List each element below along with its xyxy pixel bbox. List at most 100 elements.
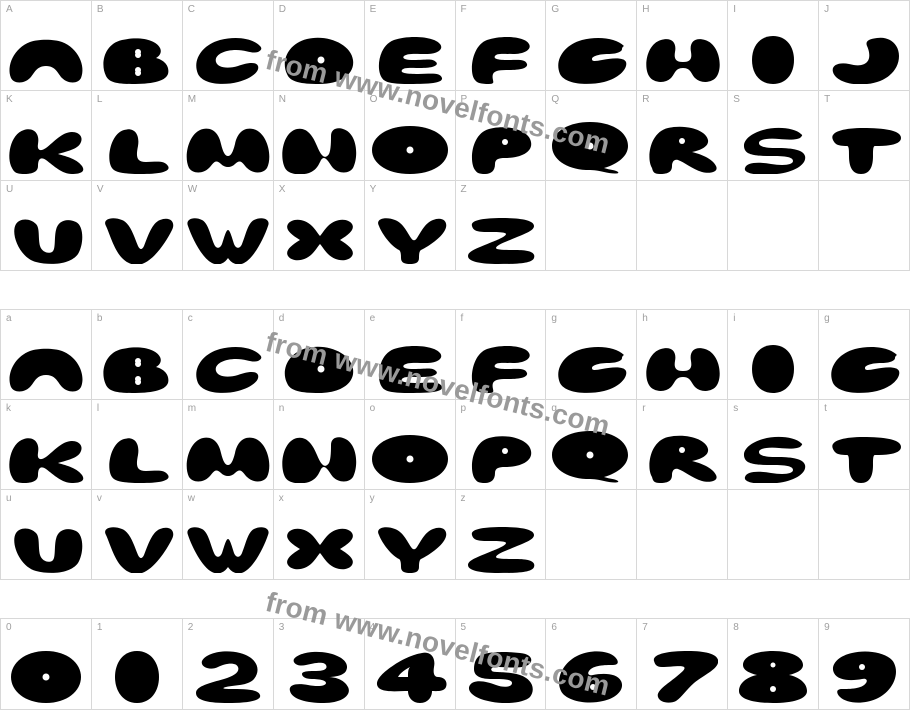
glyph-wrap [546, 431, 636, 483]
cell-label: y [370, 493, 375, 504]
glyph-N [279, 126, 359, 174]
glyph-wrap [92, 345, 182, 393]
cell-label: u [6, 493, 12, 504]
glyph-cell: Q [546, 91, 637, 181]
glyph-O [372, 435, 448, 483]
glyph-cell: 3 [274, 619, 365, 709]
glyph-cell: n [274, 400, 365, 490]
glyph-wrap [274, 216, 364, 264]
cell-label: 5 [461, 622, 467, 633]
glyph-T [825, 126, 903, 174]
glyph-cell: g [819, 310, 910, 400]
glyph-wrap [728, 435, 818, 483]
cell-label: T [824, 94, 830, 105]
cell-label: q [551, 403, 557, 414]
glyph-wrap [456, 216, 546, 264]
glyph-grid-section: ABCDEFGHIJKLMNOPQRSTUVWXYZ [0, 0, 910, 271]
cell-label: E [370, 4, 377, 15]
glyph-D [281, 345, 357, 393]
glyph-cell: q [546, 400, 637, 490]
glyph-cell: u [1, 490, 92, 580]
glyph-wrap [1, 345, 91, 393]
glyph-V [100, 216, 174, 264]
cell-label: I [733, 4, 736, 15]
cell-label: H [642, 4, 649, 15]
glyph-cell: R [637, 91, 728, 181]
glyph-wrap [1, 216, 91, 264]
cell-label: a [6, 313, 12, 324]
glyph-wrap [456, 36, 546, 84]
glyph-cell: H [637, 1, 728, 91]
glyph-cell: z [456, 490, 547, 580]
glyph-4 [372, 651, 448, 703]
glyph-wrap [92, 651, 182, 703]
glyph-grid-section: abcdefghigklmnopqrstuvwxyz [0, 309, 910, 580]
glyph-wrap [456, 435, 546, 483]
glyph-wrap [1, 651, 91, 703]
glyph-wrap [546, 122, 636, 174]
glyph-cell: c [183, 310, 274, 400]
glyph-7 [646, 651, 718, 703]
cell-label: C [188, 4, 195, 15]
glyph-C [192, 36, 264, 84]
glyph-G [825, 345, 903, 393]
glyph-C [192, 345, 264, 393]
cell-label: z [461, 493, 466, 504]
glyph-wrap [183, 126, 273, 174]
cell-label: c [188, 313, 193, 324]
glyph-cell: m [183, 400, 274, 490]
glyph-1 [115, 651, 159, 703]
glyph-L [104, 435, 170, 483]
glyph-wrap [819, 345, 909, 393]
glyph-O [372, 126, 448, 174]
glyph-P [465, 126, 535, 174]
glyph-cell: O [365, 91, 456, 181]
glyph-wrap [728, 651, 818, 703]
glyph-cell: 4 [365, 619, 456, 709]
glyph-wrap [92, 126, 182, 174]
glyph-cell [819, 181, 910, 271]
cell-label: S [733, 94, 740, 105]
glyph-I [752, 36, 794, 84]
glyph-cell: v [92, 490, 183, 580]
glyph-V [100, 525, 174, 573]
glyph-wrap [183, 651, 273, 703]
cell-label: 7 [642, 622, 648, 633]
cell-label: W [188, 184, 197, 195]
glyph-wrap [819, 651, 909, 703]
glyph-A [6, 36, 86, 84]
cell-label: b [97, 313, 103, 324]
glyph-wrap [274, 126, 364, 174]
cell-label: N [279, 94, 286, 105]
glyph-cell: 6 [546, 619, 637, 709]
glyph-U [8, 525, 84, 573]
glyph-wrap [1, 36, 91, 84]
cell-label: 8 [733, 622, 739, 633]
cell-label: 2 [188, 622, 194, 633]
glyph-K [6, 435, 86, 483]
glyph-wrap [637, 345, 727, 393]
glyph-cell: p [456, 400, 547, 490]
cell-label: r [642, 403, 645, 414]
glyph-cell: x [274, 490, 365, 580]
glyph-cell: E [365, 1, 456, 91]
glyph-cell [637, 181, 728, 271]
glyph-cell: 8 [728, 619, 819, 709]
glyph-wrap [183, 216, 273, 264]
glyph-N [279, 435, 359, 483]
glyph-cell: s [728, 400, 819, 490]
glyph-wrap [183, 345, 273, 393]
glyph-cell: X [274, 181, 365, 271]
cell-label: i [733, 313, 735, 324]
cell-label: w [188, 493, 195, 504]
glyph-wrap [92, 216, 182, 264]
glyph-cell: U [1, 181, 92, 271]
cell-label: D [279, 4, 286, 15]
glyph-J [829, 36, 899, 84]
glyph-wrap [546, 36, 636, 84]
glyph-cell: r [637, 400, 728, 490]
glyph-cell: D [274, 1, 365, 91]
glyph-wrap [546, 651, 636, 703]
glyph-F [465, 36, 535, 84]
glyph-wrap [1, 435, 91, 483]
